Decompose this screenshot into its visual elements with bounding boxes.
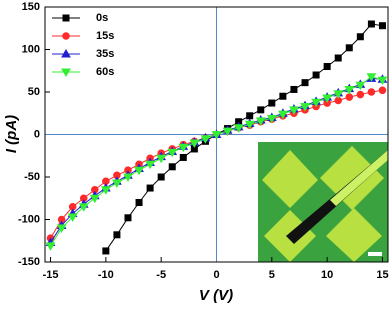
marker — [257, 106, 265, 114]
y-tick-label: 100 — [22, 43, 40, 55]
marker — [168, 163, 176, 171]
marker — [322, 94, 333, 103]
marker — [356, 33, 364, 41]
y-tick-label: -150 — [18, 256, 40, 268]
marker — [45, 242, 56, 251]
y-axis-label: I (pA) — [3, 115, 20, 153]
legend-label: 35s — [96, 48, 114, 60]
marker — [345, 93, 354, 101]
marker — [367, 20, 375, 28]
marker — [279, 92, 287, 100]
marker — [334, 54, 342, 62]
marker — [255, 117, 266, 126]
marker — [61, 48, 71, 58]
marker — [344, 85, 355, 95]
y-tick-label: -50 — [24, 171, 40, 183]
marker — [244, 120, 255, 130]
marker — [102, 247, 110, 255]
marker — [246, 112, 254, 120]
marker — [157, 173, 165, 181]
y-tick-label: 0 — [34, 128, 40, 140]
marker — [378, 86, 387, 95]
x-tick-label: 0 — [213, 269, 219, 281]
marker — [112, 179, 122, 188]
marker — [100, 186, 111, 195]
marker — [356, 90, 365, 99]
marker — [378, 22, 386, 30]
x-tick-label: -10 — [98, 269, 114, 281]
legend-label: 15s — [96, 30, 114, 42]
marker — [179, 153, 187, 161]
y-tick-label: 150 — [22, 1, 40, 13]
marker — [211, 131, 222, 140]
marker — [200, 135, 211, 144]
marker — [78, 203, 89, 212]
marker — [301, 79, 309, 87]
marker — [312, 71, 320, 79]
marker — [61, 68, 71, 78]
x-tick-label: 10 — [321, 269, 333, 281]
marker — [290, 85, 298, 93]
marker — [233, 124, 244, 133]
marker — [113, 231, 121, 239]
marker — [89, 194, 100, 204]
x-tick-label: -15 — [43, 269, 59, 281]
marker — [366, 73, 377, 82]
marker — [268, 99, 276, 107]
marker — [67, 213, 78, 222]
marker — [156, 154, 167, 164]
inset-image — [258, 142, 388, 262]
marker — [167, 148, 178, 158]
marker — [178, 143, 189, 153]
marker — [124, 214, 132, 222]
plot-frame — [44, 6, 389, 263]
marker — [333, 90, 344, 99]
marker — [189, 139, 200, 149]
marker — [345, 44, 353, 52]
marker — [222, 127, 233, 137]
marker — [134, 166, 144, 176]
x-axis-label: V (V) — [199, 287, 233, 304]
marker — [355, 81, 366, 91]
marker — [146, 184, 154, 192]
x-tick-label: 15 — [376, 269, 388, 281]
marker — [123, 173, 133, 183]
legend-label: 60s — [96, 66, 114, 78]
marker — [56, 224, 67, 234]
marker — [62, 32, 70, 40]
marker — [145, 160, 155, 170]
x-tick-label: -5 — [156, 269, 166, 281]
x-tick-label: 5 — [269, 269, 275, 281]
marker — [300, 102, 310, 112]
y-tick-label: -100 — [18, 213, 40, 225]
marker — [367, 88, 376, 96]
marker — [323, 63, 331, 70]
legend-label: 0s — [96, 12, 108, 24]
marker — [377, 76, 388, 86]
marker — [289, 106, 299, 115]
marker — [135, 199, 143, 206]
marker — [311, 98, 321, 108]
marker — [278, 110, 288, 120]
marker — [266, 114, 277, 124]
y-tick-label: 50 — [28, 86, 40, 98]
marker — [62, 14, 70, 22]
